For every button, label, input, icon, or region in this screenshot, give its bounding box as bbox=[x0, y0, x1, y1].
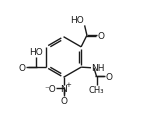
Text: N: N bbox=[60, 84, 67, 93]
Text: O: O bbox=[98, 32, 105, 40]
Text: HO: HO bbox=[29, 48, 42, 57]
Text: +: + bbox=[65, 81, 71, 87]
Text: HO: HO bbox=[70, 16, 84, 25]
Text: ⁻O: ⁻O bbox=[44, 84, 56, 93]
Text: CH₃: CH₃ bbox=[89, 85, 104, 94]
Text: O: O bbox=[60, 97, 67, 106]
Text: O: O bbox=[106, 72, 113, 81]
Text: NH: NH bbox=[91, 64, 105, 73]
Text: O: O bbox=[19, 63, 26, 72]
